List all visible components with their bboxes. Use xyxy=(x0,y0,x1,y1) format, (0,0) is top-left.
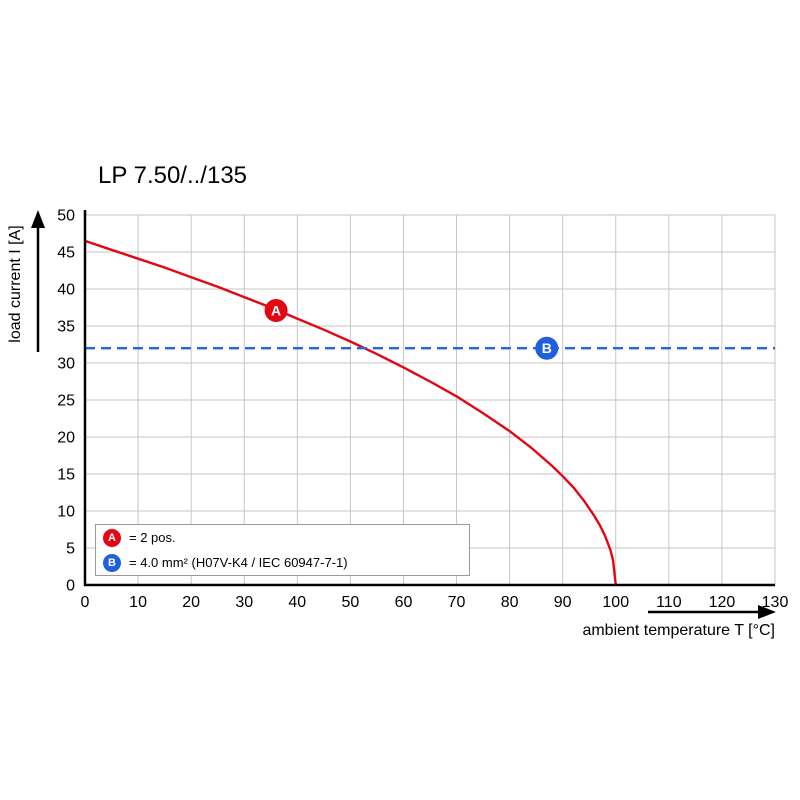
x-tick-label: 30 xyxy=(235,594,253,611)
legend-item-a-text: = 2 pos. xyxy=(129,530,176,545)
y-tick-label: 50 xyxy=(57,208,75,225)
y-tick-label: 45 xyxy=(57,245,75,262)
y-tick-label: 0 xyxy=(66,578,75,595)
x-tick-label: 110 xyxy=(656,594,682,611)
y-tick-label: 5 xyxy=(66,541,75,558)
legend-item-b-text: = 4.0 mm² (H07V-K4 / IEC 60947-7-1) xyxy=(129,555,348,570)
x-axis-arrow-head xyxy=(758,605,776,619)
marker-a-badge: A xyxy=(103,528,121,547)
marker-b-letter: B xyxy=(542,340,552,356)
marker-b-point xyxy=(535,336,559,360)
x-tick-label: 90 xyxy=(554,594,572,611)
y-tick-label: 15 xyxy=(57,467,75,484)
x-tick-label: 50 xyxy=(341,594,359,611)
x-tick-label: 70 xyxy=(448,594,466,611)
x-tick-label: 130 xyxy=(762,594,789,611)
marker-a-letter: A xyxy=(271,302,281,318)
x-tick-label: 120 xyxy=(709,594,736,611)
y-tick-label: 35 xyxy=(57,319,75,336)
y-tick-label: 20 xyxy=(57,430,75,447)
x-tick-label: 80 xyxy=(501,594,519,611)
y-tick-label: 25 xyxy=(57,393,75,410)
x-tick-label: 100 xyxy=(602,594,629,611)
marker-b-badge: B xyxy=(103,553,121,572)
x-tick-label: 40 xyxy=(288,594,306,611)
y-tick-label: 40 xyxy=(57,282,75,299)
x-tick-label: 60 xyxy=(395,594,413,611)
legend-box: A = 2 pos. B = 4.0 mm² (H07V-K4 / IEC 60… xyxy=(95,524,470,576)
x-tick-label: 20 xyxy=(182,594,200,611)
x-axis-label: ambient temperature T [°C] xyxy=(582,622,775,639)
marker-a-point xyxy=(264,298,288,322)
derating-curve-2pos xyxy=(84,239,617,586)
legend-item-b: B = 4.0 mm² (H07V-K4 / IEC 60947-7-1) xyxy=(103,553,469,573)
y-tick-label: 10 xyxy=(57,504,75,521)
x-tick-label: 0 xyxy=(81,594,90,611)
x-tick-label: 10 xyxy=(129,594,147,611)
y-tick-label: 30 xyxy=(57,356,75,373)
legend-item-a: A = 2 pos. xyxy=(103,528,469,548)
chart-title: LP 7.50/../135 xyxy=(98,162,248,189)
y-axis-label: load current I [A] xyxy=(7,225,24,343)
y-axis-arrow-head xyxy=(31,210,45,228)
